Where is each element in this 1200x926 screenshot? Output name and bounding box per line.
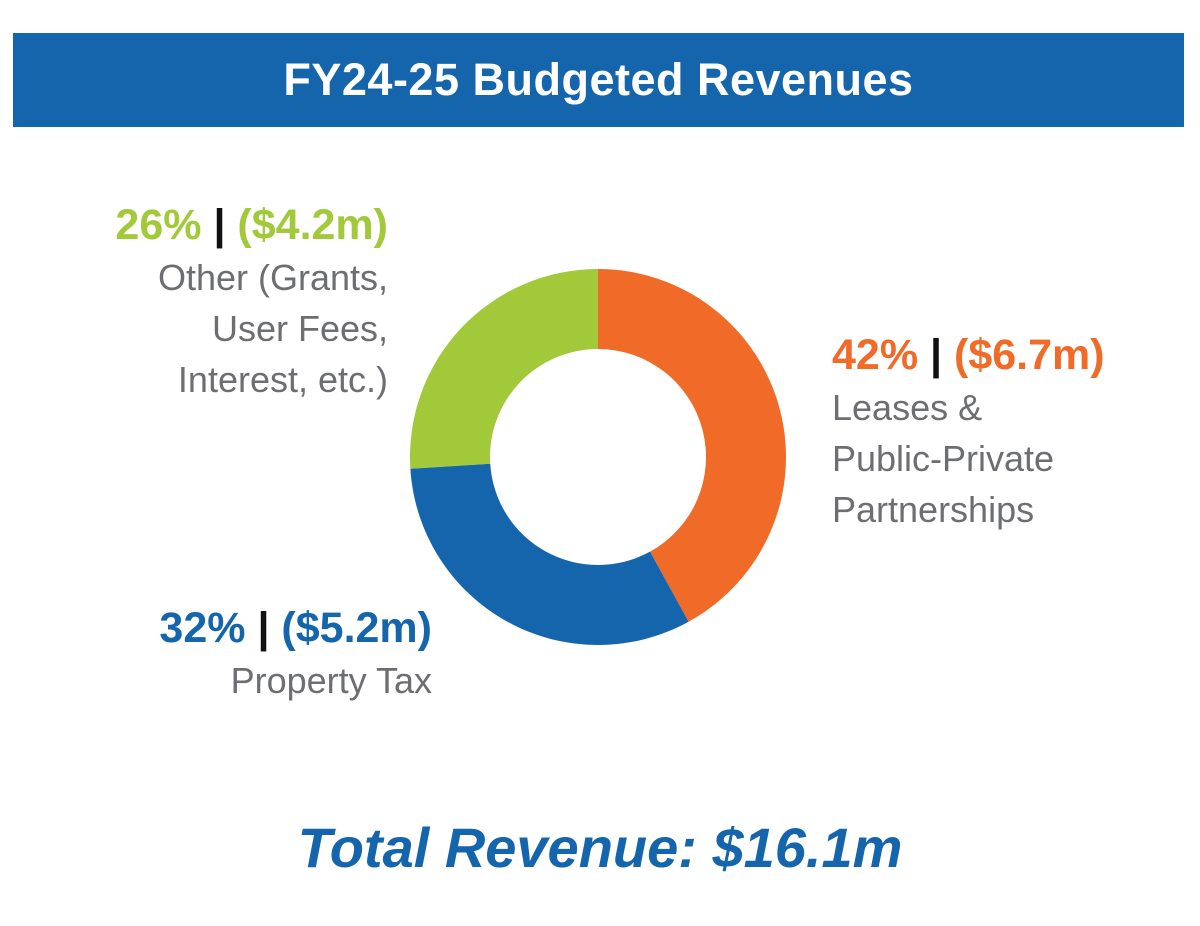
slice-amount-property: ($5.2m): [281, 604, 432, 652]
description-line: User Fees,: [211, 307, 388, 349]
slice-description-property: Property Tax: [159, 655, 432, 706]
description-line: Partnerships: [832, 488, 1035, 530]
donut-slice-leases: [598, 269, 786, 622]
slice-label-property: 32% | ($5.2m) Property Tax: [159, 603, 432, 706]
slice-label-leases: 42% | ($6.7m) Leases & Public-Private Pa…: [832, 330, 1105, 535]
description-line: Interest, etc.): [177, 358, 388, 400]
description-line: Public-Private: [832, 437, 1055, 479]
description-line: Leases &: [832, 386, 983, 428]
separator: |: [930, 331, 943, 379]
separator: |: [213, 201, 226, 249]
slice-amount-leases: ($6.7m): [954, 331, 1105, 379]
slice-percent-other: 26%: [115, 201, 202, 249]
slice-amount-other: ($4.2m): [237, 201, 388, 249]
separator: |: [257, 604, 270, 652]
total-revenue: Total Revenue: $16.1m: [297, 816, 903, 879]
slice-value-property: 32% | ($5.2m): [159, 603, 432, 655]
chart-title: FY24-25 Budgeted Revenues: [283, 54, 914, 105]
slice-description-other: Other (Grants, User Fees, Interest, etc.…: [115, 252, 388, 405]
slice-description-leases: Leases & Public-Private Partnerships: [832, 382, 1105, 535]
donut-slice-property: [410, 463, 689, 646]
slice-value-other: 26% | ($4.2m): [115, 200, 388, 252]
title-banner: FY24-25 Budgeted Revenues: [13, 33, 1184, 127]
slice-percent-property: 32%: [159, 604, 246, 652]
slice-label-other: 26% | ($4.2m) Other (Grants, User Fees, …: [115, 200, 388, 405]
description-line: Other (Grants,: [157, 256, 388, 298]
description-line: Property Tax: [230, 659, 432, 701]
slice-value-leases: 42% | ($6.7m): [832, 330, 1105, 382]
slice-percent-leases: 42%: [832, 331, 919, 379]
donut-slice-other: [410, 269, 598, 469]
